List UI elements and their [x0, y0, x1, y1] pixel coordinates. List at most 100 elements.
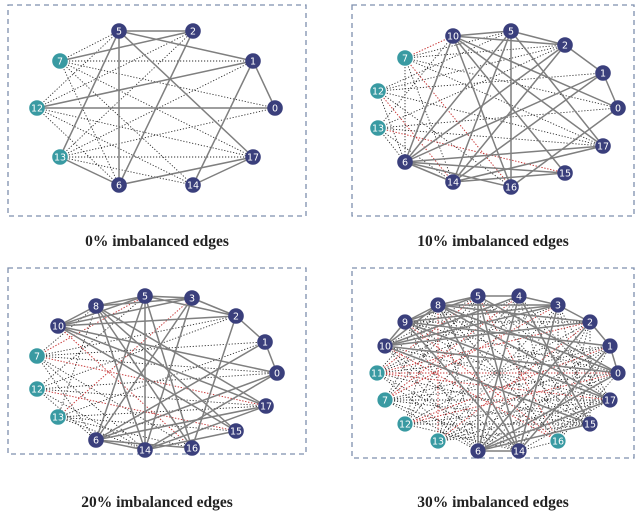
node-14: 14: [445, 174, 461, 190]
edge-12-0-red: [404, 372, 619, 425]
node-10: 10: [445, 28, 461, 44]
node-1-marker: [245, 53, 261, 69]
node-0: 0: [610, 365, 626, 381]
edge-7-5-dotted: [404, 30, 512, 59]
edge-9-0-dotted: [404, 321, 619, 374]
edge-5-17-solid: [118, 30, 254, 158]
node-16-marker: [503, 179, 519, 195]
node-0: 0: [269, 365, 285, 381]
edge-6-0-solid: [95, 372, 278, 441]
edge-13-4-dotted: [437, 295, 520, 442]
node-14-marker: [445, 174, 461, 190]
edge-12-5-dotted: [404, 295, 479, 425]
edge-7-5-dotted: [59, 30, 120, 62]
node-1-marker: [257, 334, 273, 350]
node-7-marker: [52, 53, 68, 69]
edge-10-16-red: [57, 325, 193, 449]
node-5-marker: [503, 23, 519, 39]
edge-13-2-dotted: [377, 44, 566, 129]
edge-0-16-solid: [510, 107, 619, 188]
edge-15-8-solid: [95, 305, 237, 432]
node-16: 16: [184, 440, 200, 456]
edge-14-1-solid: [518, 345, 611, 452]
edge-7-0-dotted: [404, 57, 619, 109]
node-11-label: 11: [371, 368, 383, 379]
node-7-marker: [377, 392, 393, 408]
node-7: 7: [52, 53, 68, 69]
edge-17-9-solid: [404, 321, 611, 401]
edge-7-1-dotted: [36, 341, 266, 357]
edge-7-14-dotted: [404, 57, 454, 183]
edge-14-9-solid: [404, 321, 520, 452]
node-11-marker: [369, 365, 385, 381]
edge-13-14-dotted: [377, 127, 454, 183]
node-7-marker: [29, 348, 45, 364]
node-6-label: 6: [93, 435, 99, 446]
node-3-label: 3: [189, 293, 195, 304]
edge-13-14-dotted: [57, 416, 146, 451]
node-17-marker: [258, 398, 274, 414]
edge-11-1-dotted: [376, 345, 611, 374]
node-9: 9: [397, 314, 413, 330]
edge-14-6-solid: [404, 161, 454, 183]
node-11: 11: [369, 365, 385, 381]
edge-13-10-dotted: [377, 35, 454, 129]
edge-3-10-solid: [384, 304, 559, 347]
edge-2-16-solid: [191, 315, 237, 449]
node-12-label: 12: [31, 384, 43, 395]
edge-5-2-solid: [144, 295, 237, 317]
edge-1-14-solid: [452, 72, 604, 183]
edge-5-6-solid: [404, 30, 512, 163]
edge-12-5-dotted: [36, 30, 120, 109]
edge-13-2-dotted: [59, 30, 194, 158]
edge-17-14-solid: [192, 156, 254, 186]
edge-7-5-red: [36, 295, 146, 357]
edge-3-2-solid: [191, 297, 237, 317]
edge-10-3-solid: [57, 297, 193, 327]
node-15: 15: [557, 165, 573, 181]
node-13-label: 13: [372, 123, 384, 134]
node-2: 2: [557, 37, 573, 53]
node-5-marker: [470, 288, 486, 304]
node-17-label: 17: [597, 141, 609, 152]
edge-12-1-red: [404, 345, 611, 425]
node-16-marker: [184, 440, 200, 456]
edge-17-6-solid: [118, 156, 254, 186]
edge-10-0-solid: [452, 35, 619, 109]
node-2: 2: [228, 308, 244, 324]
node-10-label: 10: [447, 31, 459, 42]
node-13-label: 13: [52, 412, 64, 423]
edge-10-16-solid: [452, 35, 512, 188]
node-10-label: 10: [379, 341, 391, 352]
node-3: 3: [184, 290, 200, 306]
edge-12-17-dotted: [36, 388, 267, 407]
node-7: 7: [29, 348, 45, 364]
node-7-label: 7: [57, 56, 63, 67]
edge-5-6-solid: [95, 295, 146, 441]
node-9-label: 9: [402, 317, 408, 328]
edge-3-15-dotted: [557, 304, 591, 425]
node-8: 8: [88, 298, 104, 314]
edge-12-2-dotted: [36, 30, 194, 109]
node-12: 12: [370, 83, 386, 99]
node-16-label: 16: [186, 443, 198, 454]
edge-2-10-solid: [384, 321, 591, 347]
edge-13-0-dotted: [377, 107, 619, 129]
edge-16-4-dotted: [518, 295, 559, 442]
edge-17-6-solid: [404, 145, 604, 163]
edge-5-2-solid: [510, 30, 566, 46]
node-14-label: 14: [447, 177, 459, 188]
node-5-marker: [137, 288, 153, 304]
edge-12-15-red: [36, 388, 237, 432]
node-5-marker: [111, 23, 127, 39]
edge-16-9-red: [404, 321, 559, 442]
node-5-label: 5: [508, 26, 514, 37]
edge-8-17-solid: [437, 304, 611, 401]
node-1-label: 1: [250, 56, 256, 67]
node-17: 17: [595, 138, 611, 154]
node-6-marker: [88, 432, 104, 448]
